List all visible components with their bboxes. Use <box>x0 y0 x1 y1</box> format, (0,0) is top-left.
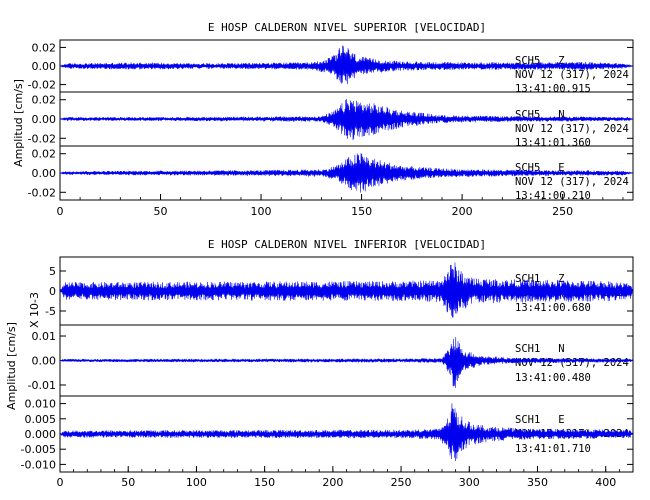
y-tick-label: 0.00 <box>32 355 57 368</box>
date-label: NOV 12 (317), 2024 <box>515 69 629 81</box>
y-axis-label-superior: Amplitud [cm/s] <box>12 79 25 167</box>
waveform-trace <box>59 45 634 85</box>
y-tick-label: 0.005 <box>25 413 57 426</box>
y-tick-label: 0.000 <box>25 428 57 441</box>
station-label: SCH1 N <box>515 343 565 355</box>
chart-title-inferior: E HOSP CALDERON NIVEL INFERIOR [VELOCIDA… <box>208 238 486 251</box>
time-label: 13:41:00.680 <box>515 302 591 314</box>
x-tick-label: 350 <box>527 476 548 489</box>
y-tick-label: 0.01 <box>32 330 57 343</box>
x-tick-label: 100 <box>251 205 272 218</box>
x-tick-label: 300 <box>459 476 480 489</box>
x-tick-label: 150 <box>351 205 372 218</box>
y-tick-label: -0.005 <box>21 443 56 456</box>
y-multiplier-label: X 10-3 <box>28 292 41 328</box>
x-tick-label: 250 <box>391 476 412 489</box>
y-tick-label: 0 <box>49 285 56 298</box>
time-label: 13:41:00.210 <box>515 190 591 202</box>
waveform-trace <box>59 403 634 462</box>
y-tick-label: 5 <box>49 265 56 278</box>
waveform-trace <box>59 337 634 388</box>
x-tick-label: 250 <box>552 205 573 218</box>
y-tick-label: -0.010 <box>21 458 56 471</box>
y-tick-label: -5 <box>45 305 56 318</box>
y-tick-label: -0.02 <box>28 79 56 92</box>
x-tick-label: 50 <box>121 476 135 489</box>
x-tick-label: 0 <box>57 205 64 218</box>
y-tick-label: -0.02 <box>28 132 56 145</box>
waveform-trace <box>59 99 634 141</box>
station-label: SCH1 E <box>515 414 565 426</box>
y-tick-label: -0.02 <box>28 186 56 199</box>
y-tick-label: 0.00 <box>32 113 57 126</box>
time-label: 13:41:00.480 <box>515 372 591 384</box>
time-label: 13:41:00.915 <box>515 83 591 95</box>
x-tick-label: 200 <box>452 205 473 218</box>
date-label: NOV 12 (317), 2024 <box>515 176 629 188</box>
waveform-trace <box>59 153 634 193</box>
x-tick-label: 100 <box>186 476 207 489</box>
x-tick-label: 50 <box>154 205 168 218</box>
date-label: NOV 12 (317), 2024 <box>515 123 629 135</box>
waveform-trace <box>59 262 634 318</box>
time-label: 13:41:01.710 <box>515 443 591 455</box>
x-tick-label: 0 <box>57 476 64 489</box>
y-tick-label: 0.00 <box>32 60 57 73</box>
x-tick-label: 400 <box>595 476 616 489</box>
chart-marks: 0 50 100 150 200 250-0.020.000.02-0.020.000.0… <box>21 41 634 489</box>
chart-title-superior: E HOSP CALDERON NIVEL SUPERIOR [VELOCIDA… <box>208 21 486 34</box>
x-tick-label: 150 <box>254 476 275 489</box>
y-tick-label: 0.02 <box>32 94 57 107</box>
time-label: 13:41:01.360 <box>515 137 591 149</box>
x-tick-label: 200 <box>322 476 343 489</box>
y-axis-label-inferior: Amplitud [cm/s] <box>5 322 18 410</box>
y-tick-label: 0.02 <box>32 41 57 54</box>
y-tick-label: 0.010 <box>25 398 57 411</box>
y-tick-label: 0.00 <box>32 167 57 180</box>
y-tick-label: 0.02 <box>32 148 57 161</box>
y-tick-label: -0.01 <box>28 379 56 392</box>
